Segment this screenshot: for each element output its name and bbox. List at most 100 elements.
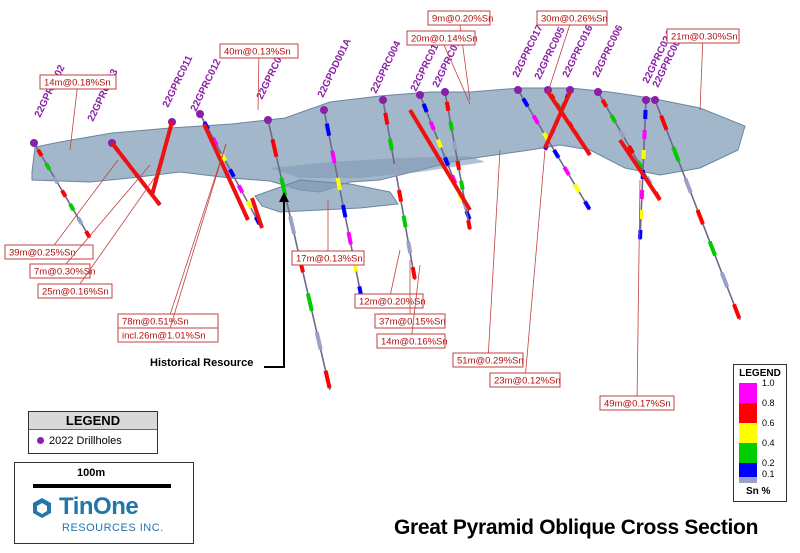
callout-leader [74, 169, 161, 292]
intercept-label: incl.26m@1.01%Sn [122, 331, 206, 342]
sn-tick: 0.1 [762, 469, 775, 479]
sn-grade-legend: LEGEND 1.0 0.8 0.6 0.4 0.2 0.1 Sn % [733, 364, 787, 502]
callout-box [219, 43, 299, 59]
callout-leader [636, 179, 641, 404]
assay-interval [392, 163, 399, 177]
callout-box [117, 327, 219, 343]
callout-leader [547, 17, 573, 93]
high-grade-interval [618, 138, 662, 202]
assay-interval [659, 114, 669, 131]
drillhole-name: 22GPRC006 [591, 23, 626, 79]
historical-resource-label: Historical Resource [150, 357, 254, 369]
assay-interval [288, 215, 297, 235]
legend-item: 2022 Drillholes [29, 430, 157, 447]
drillhole-collar [379, 96, 387, 104]
intercept-label: 23m@0.12%Sn [494, 376, 561, 387]
callout-box [4, 244, 94, 260]
callout-leader [524, 149, 546, 381]
assay-interval [383, 112, 390, 125]
assay-interval [410, 266, 417, 280]
high-grade-interval [150, 121, 174, 196]
assay-interval [76, 216, 84, 225]
drillhole-name: 22GPRC011 [161, 54, 196, 110]
intercept-label: 49m@0.17%Sn [604, 399, 671, 410]
intercept-label: 78m@0.51%Sn [122, 317, 189, 328]
assay-interval [466, 219, 472, 230]
callout-leader [388, 249, 401, 302]
drillhole-name: 22GPRC012 [189, 57, 224, 113]
assay-interval [36, 148, 44, 157]
figure-title: Great Pyramid Oblique Cross Section [394, 516, 759, 539]
sn-unit: Sn % [746, 486, 771, 497]
callout-leader [410, 264, 421, 342]
callout-box [376, 333, 446, 349]
intercept-label: 14m@0.16%Sn [381, 337, 448, 348]
callout-box [666, 28, 740, 44]
sn-tick: 0.6 [762, 418, 775, 428]
intercept-label: 20m@0.14%Sn [411, 34, 478, 45]
assay-interval [279, 177, 288, 196]
callout-leader [48, 159, 119, 253]
intercept-label: 9m@0.20%Sn [432, 14, 493, 25]
high-grade-interval [408, 108, 472, 212]
assay-interval [305, 293, 314, 312]
high-grade-interval [250, 197, 264, 229]
assay-interval [600, 98, 609, 108]
assay-interval [671, 146, 681, 163]
intercept-label: 40m@0.13%Sn [224, 47, 291, 58]
assay-interval [228, 168, 236, 178]
assay-interval [521, 97, 530, 108]
assay-interval [401, 215, 408, 228]
brand-name: TinOne [59, 493, 139, 520]
callout-leader [167, 143, 227, 322]
assay-interval [572, 183, 581, 194]
assay-interval [618, 129, 626, 139]
assay-interval [330, 150, 337, 164]
assay-interval [335, 177, 342, 191]
drillhole-collar [441, 88, 449, 96]
sn-legend-heading: LEGEND [739, 368, 781, 379]
drillhole-collar [642, 96, 650, 104]
brand-sub: RESOURCES INC. [62, 522, 164, 534]
drillhole-collar [416, 91, 424, 99]
drillhole-collar [651, 96, 659, 104]
assay-interval [44, 162, 52, 171]
sn-tick: 1.0 [762, 378, 775, 388]
assay-interval [451, 140, 458, 151]
callout-leader [167, 143, 227, 336]
scale-logo-box: 100m TinOne RESOURCES INC. [14, 462, 194, 544]
scale-label: 100m [77, 467, 106, 479]
legend-heading: LEGEND [29, 412, 157, 430]
callout-leader [59, 164, 151, 272]
assay-interval [270, 138, 279, 158]
assay-interval [428, 121, 436, 131]
assay-interval [436, 138, 443, 149]
callout-leader [440, 37, 471, 105]
callout-leader [699, 35, 704, 111]
scale-bar [33, 484, 171, 488]
assay-interval [346, 231, 353, 245]
assay-interval [60, 189, 68, 198]
resource-lower-band [270, 156, 485, 178]
assay-interval [236, 184, 245, 194]
callout-leader [458, 17, 471, 101]
sn-tick: 0.2 [762, 458, 775, 468]
hexagon-logo-icon [33, 498, 51, 518]
assay-interval [627, 145, 635, 154]
intercept-label: 39m@0.25%Sn [9, 248, 76, 259]
drillhole-legend: LEGEND 2022 Drillholes [28, 411, 158, 454]
historical-arrow [264, 198, 285, 368]
callout-box [452, 352, 524, 368]
sn-tick: 0.8 [762, 398, 775, 408]
high-grade-interval [546, 90, 592, 157]
drillhole-collar [594, 88, 602, 96]
assay-interval [444, 101, 451, 112]
assay-interval [455, 160, 462, 171]
historical-resource-shape [254, 179, 399, 213]
assay-interval [531, 114, 540, 125]
assay-interval [636, 160, 644, 170]
assay-interval [341, 204, 348, 218]
intercept-label: 21m@0.30%Sn [671, 32, 738, 43]
callout-box [374, 313, 446, 329]
callout-box [427, 10, 491, 26]
